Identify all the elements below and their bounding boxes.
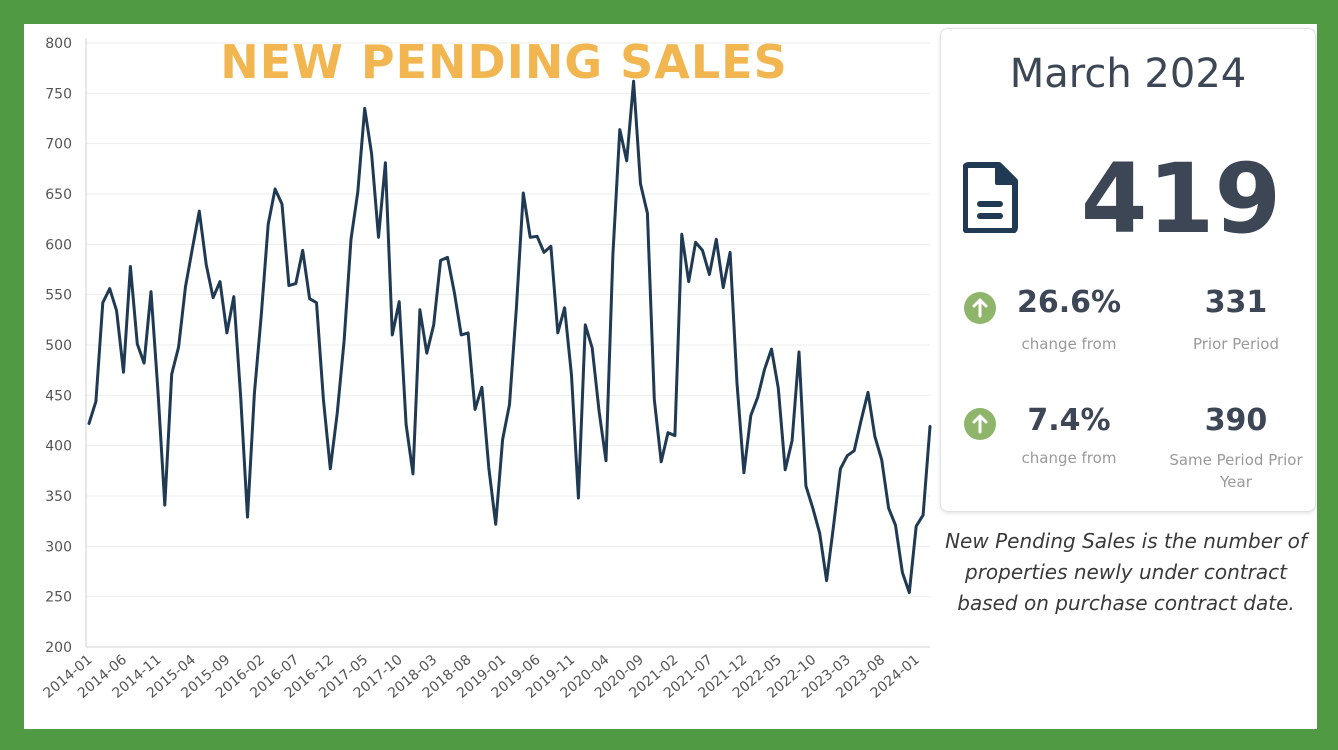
arrow-up-circle-icon — [963, 407, 997, 445]
dashboard-frame: 200 250 300 350 400 450 500 550 600 650 700 750 800 2… — [24, 24, 1317, 729]
chart-title: NEW PENDING SALES — [220, 35, 788, 89]
current-value: 419 — [1080, 143, 1282, 255]
metric-description: New Pending Sales is the number of prope… — [945, 529, 1307, 615]
y-tick-label: 250 — [45, 590, 72, 606]
year-change-pct: 7.4% — [1027, 403, 1111, 438]
series-line — [87, 79, 932, 595]
y-tick-label: 700 — [45, 137, 72, 153]
line-chart: 2002503003504004505005506006507007508002… — [40, 36, 932, 702]
y-tick-label: 350 — [45, 489, 72, 505]
y-tick-label: 800 — [45, 36, 72, 52]
arrow-up-circle-icon — [963, 291, 997, 329]
y-tick-label: 300 — [45, 539, 72, 555]
y-tick-label: 550 — [45, 288, 72, 304]
stats-card: March 2024 419 26.6% change from 331 Pri… — [940, 28, 1316, 512]
prior-period-label: Prior Period — [1192, 335, 1279, 353]
y-tick-label: 400 — [45, 439, 72, 455]
y-tick-label: 200 — [45, 640, 72, 656]
year-change-label: change from — [1021, 449, 1117, 467]
month-title: March 2024 — [1009, 51, 1247, 97]
same-period-prior-year-value: 390 — [1204, 403, 1268, 438]
y-tick-label: 600 — [45, 237, 72, 253]
y-tick-label: 450 — [45, 388, 72, 404]
y-tick-label: 650 — [45, 187, 72, 203]
prior-period-value: 331 — [1204, 285, 1268, 320]
document-icon — [962, 161, 1019, 237]
y-tick-label: 750 — [45, 86, 72, 102]
same-period-prior-year-label: Same Period Prior Year — [1169, 451, 1303, 491]
y-tick-label: 500 — [45, 338, 72, 354]
period-change-pct: 26.6% — [1016, 285, 1122, 320]
period-change-label: change from — [1021, 335, 1117, 353]
